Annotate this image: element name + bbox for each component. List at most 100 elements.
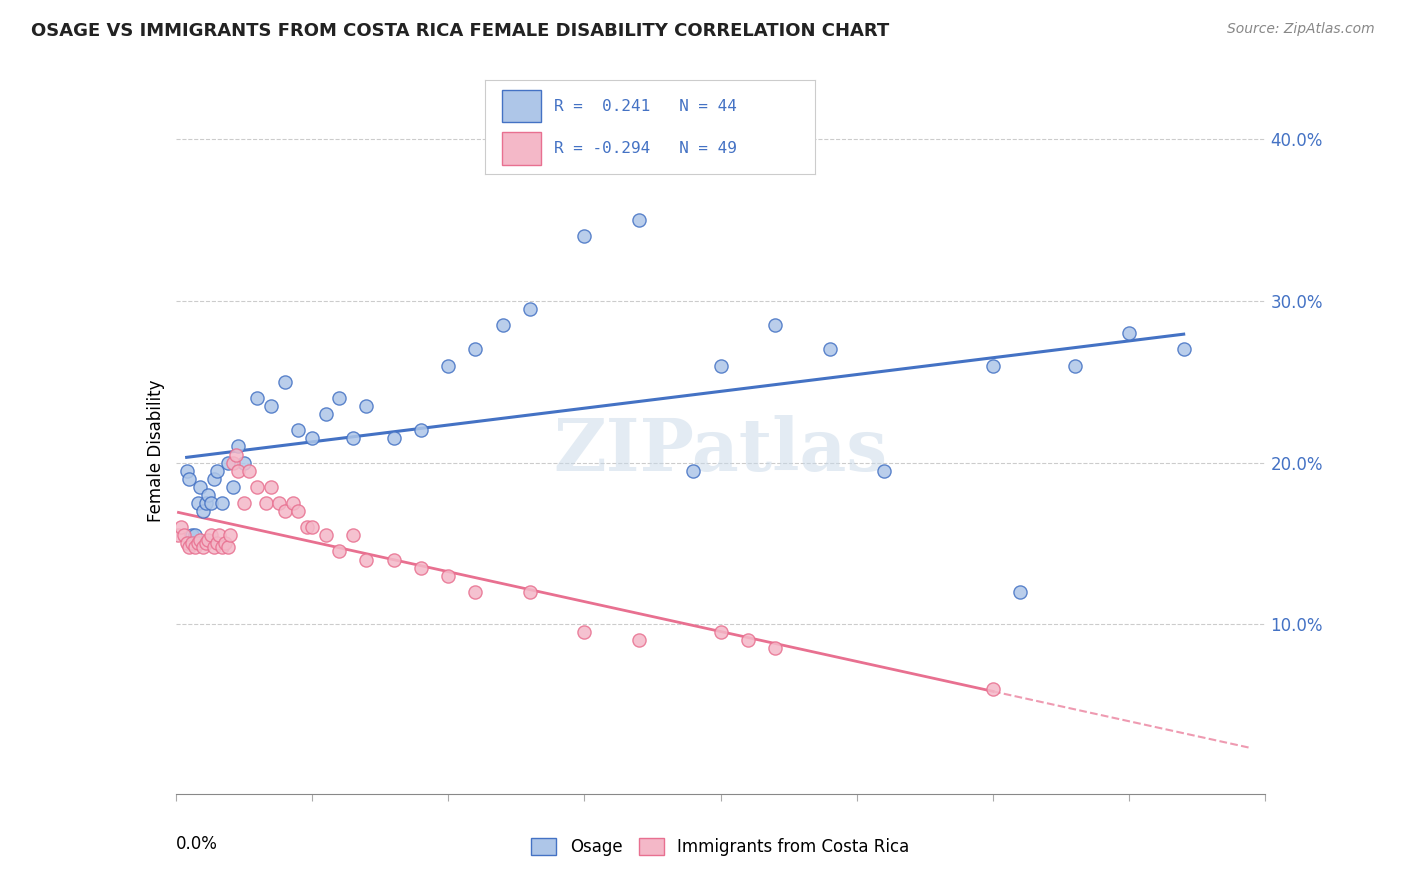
Point — [315, 407, 337, 421]
Point — [214, 536, 236, 550]
Point — [1010, 585, 1032, 599]
Point — [382, 431, 405, 445]
Point — [200, 528, 222, 542]
Point — [464, 585, 486, 599]
Point — [382, 552, 405, 566]
Point — [232, 496, 254, 510]
Point — [981, 359, 1004, 373]
Point — [356, 552, 378, 566]
Point — [763, 318, 786, 333]
Point — [188, 480, 211, 494]
Text: R = -0.294   N = 49: R = -0.294 N = 49 — [554, 141, 737, 156]
Point — [246, 391, 269, 405]
Text: ZIPatlas: ZIPatlas — [554, 415, 887, 486]
Point — [873, 464, 896, 478]
Point — [315, 528, 337, 542]
Point — [186, 496, 209, 510]
Point — [274, 504, 297, 518]
Point — [179, 472, 201, 486]
Point — [328, 544, 350, 558]
Point — [228, 464, 250, 478]
Point — [222, 480, 245, 494]
Point — [222, 456, 245, 470]
Point — [238, 464, 260, 478]
Point — [225, 448, 247, 462]
Point — [409, 560, 432, 574]
Point — [167, 528, 190, 542]
Point — [211, 540, 233, 554]
Point — [205, 464, 228, 478]
Point — [191, 540, 214, 554]
Point — [301, 431, 323, 445]
Point — [184, 540, 207, 554]
Point — [519, 301, 541, 316]
Point — [1063, 359, 1085, 373]
Text: 0.0%: 0.0% — [176, 835, 218, 853]
Point — [287, 504, 309, 518]
Point — [818, 343, 841, 357]
Point — [287, 423, 309, 437]
Point — [519, 585, 541, 599]
Point — [1173, 343, 1195, 357]
Point — [179, 540, 201, 554]
Point — [342, 431, 364, 445]
Point — [181, 528, 204, 542]
Point — [574, 229, 596, 244]
Point — [181, 536, 204, 550]
Point — [328, 391, 350, 405]
Point — [269, 496, 291, 510]
Point — [246, 480, 269, 494]
Point — [295, 520, 318, 534]
Y-axis label: Female Disability: Female Disability — [146, 379, 165, 522]
Point — [464, 343, 486, 357]
Point — [437, 568, 460, 582]
Point — [197, 533, 219, 548]
Point — [194, 496, 217, 510]
Point — [170, 520, 193, 534]
Point — [173, 528, 195, 542]
Point — [232, 456, 254, 470]
Point — [219, 528, 242, 542]
Point — [200, 496, 222, 510]
Text: OSAGE VS IMMIGRANTS FROM COSTA RICA FEMALE DISABILITY CORRELATION CHART: OSAGE VS IMMIGRANTS FROM COSTA RICA FEMA… — [31, 22, 889, 40]
Point — [208, 528, 231, 542]
Point — [202, 540, 225, 554]
Point — [409, 423, 432, 437]
Point — [710, 359, 733, 373]
Point — [191, 504, 214, 518]
Point — [737, 633, 759, 648]
Text: Source: ZipAtlas.com: Source: ZipAtlas.com — [1227, 22, 1375, 37]
Point — [274, 375, 297, 389]
Point — [188, 533, 211, 548]
Point — [197, 488, 219, 502]
Point — [205, 536, 228, 550]
Point — [342, 528, 364, 542]
Point — [194, 536, 217, 550]
Point — [228, 439, 250, 453]
Point — [492, 318, 515, 333]
Point — [281, 496, 304, 510]
Point — [574, 625, 596, 640]
Point — [356, 399, 378, 413]
Point — [260, 399, 283, 413]
Point — [186, 536, 209, 550]
Point — [1118, 326, 1140, 341]
Point — [184, 528, 207, 542]
Point — [627, 633, 650, 648]
Point — [202, 472, 225, 486]
Point — [710, 625, 733, 640]
Point — [211, 496, 233, 510]
Point — [437, 359, 460, 373]
Point — [763, 641, 786, 656]
Point — [176, 536, 198, 550]
Point — [217, 456, 239, 470]
Point — [627, 213, 650, 227]
FancyBboxPatch shape — [502, 132, 541, 164]
Point — [981, 681, 1004, 696]
Point — [682, 464, 704, 478]
Point — [301, 520, 323, 534]
Point — [254, 496, 277, 510]
Legend: Osage, Immigrants from Costa Rica: Osage, Immigrants from Costa Rica — [524, 831, 917, 863]
FancyBboxPatch shape — [502, 89, 541, 122]
Point — [217, 540, 239, 554]
